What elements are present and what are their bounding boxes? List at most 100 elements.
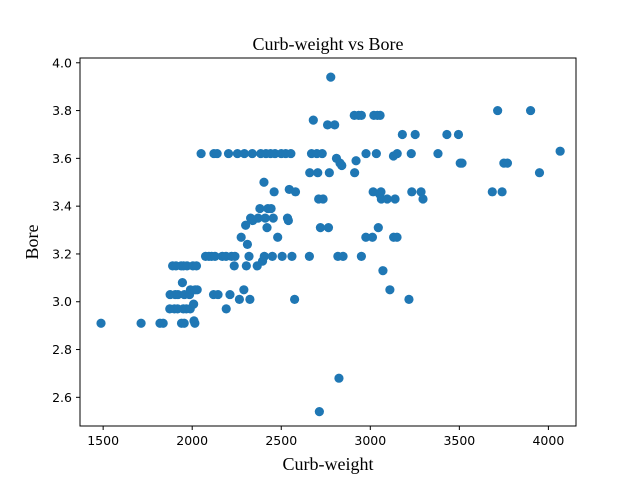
- data-point: [232, 148, 243, 159]
- data-point: [242, 239, 253, 249]
- data-point: [177, 278, 188, 288]
- data-point: [268, 213, 278, 223]
- data-point: [245, 294, 255, 304]
- x-tick-label: 2500: [265, 433, 297, 448]
- y-tick-label: 2.6: [52, 390, 72, 405]
- data-point: [210, 251, 220, 261]
- plot-frame: [79, 57, 577, 427]
- data-point: [392, 232, 402, 242]
- data-point: [334, 373, 344, 383]
- data-point: [330, 120, 340, 130]
- y-tick-label: 3.6: [52, 151, 72, 166]
- data-point: [397, 129, 407, 140]
- data-point: [322, 120, 333, 130]
- data-point: [385, 285, 395, 295]
- y-axis-ticks: 2.6 2.8 3.0 3.2 3.4 3.6 3.8 4.0: [52, 55, 80, 405]
- data-point: [223, 148, 234, 159]
- data-point: [259, 251, 269, 261]
- data-point: [244, 251, 254, 261]
- data-point: [324, 168, 334, 178]
- data-point: [212, 148, 222, 159]
- y-tick-label: 2.8: [52, 342, 72, 357]
- data-point: [96, 318, 106, 328]
- data-point: [239, 285, 249, 295]
- data-point: [338, 251, 348, 261]
- data-point: [267, 251, 277, 261]
- data-point: [190, 318, 200, 328]
- data-point: [236, 232, 246, 242]
- x-tick-label: 3000: [354, 433, 386, 448]
- data-point: [305, 168, 315, 178]
- data-point: [290, 294, 300, 304]
- data-point: [273, 232, 283, 242]
- y-axis-label: Bore: [22, 225, 42, 260]
- data-point: [371, 148, 381, 159]
- data-point: [286, 148, 296, 159]
- data-point: [555, 146, 565, 156]
- data-point: [337, 160, 347, 171]
- data-point: [497, 187, 507, 197]
- data-point: [487, 187, 497, 197]
- data-point: [308, 115, 318, 125]
- data-point: [277, 251, 287, 261]
- data-point: [283, 215, 293, 226]
- chart-title: Curb-weight vs Bore: [253, 34, 404, 54]
- x-tick-label: 3500: [443, 433, 475, 448]
- y-tick-label: 3.8: [52, 103, 72, 118]
- data-point: [136, 318, 146, 328]
- data-point: [189, 299, 199, 309]
- data-point: [234, 294, 244, 304]
- data-point: [225, 289, 235, 300]
- data-point: [493, 105, 503, 116]
- data-point: [442, 129, 452, 140]
- points-layer: [96, 72, 565, 417]
- data-point: [390, 194, 400, 204]
- y-tick-label: 3.4: [52, 199, 72, 214]
- data-point: [406, 148, 416, 159]
- data-point: [241, 261, 251, 271]
- data-point: [173, 289, 183, 300]
- data-point: [318, 194, 328, 204]
- data-point: [290, 187, 301, 197]
- data-point: [253, 213, 263, 223]
- y-tick-label: 3.0: [52, 294, 72, 309]
- plot-area: [80, 58, 576, 426]
- x-axis-label: Curb-weight: [283, 454, 374, 474]
- data-point: [453, 129, 464, 140]
- data-point: [418, 194, 428, 204]
- data-point: [221, 304, 231, 314]
- data-point: [433, 148, 443, 159]
- data-point: [317, 148, 327, 159]
- data-point: [266, 203, 276, 214]
- data-point: [158, 318, 168, 328]
- data-point: [315, 223, 326, 233]
- data-point: [247, 148, 257, 159]
- data-point: [239, 148, 249, 159]
- data-point: [407, 187, 417, 197]
- data-point: [416, 187, 426, 197]
- data-point: [179, 318, 189, 328]
- data-point: [259, 177, 269, 187]
- x-axis-ticks: 1500 2000 2500 3000 3500 4000: [87, 426, 564, 448]
- data-point: [356, 110, 366, 120]
- data-point: [382, 194, 392, 204]
- data-point: [313, 168, 323, 178]
- data-point: [376, 187, 386, 197]
- data-point: [534, 168, 545, 178]
- data-point: [392, 148, 402, 159]
- data-point: [525, 105, 536, 116]
- data-point: [191, 261, 202, 271]
- x-tick-label: 1500: [87, 433, 119, 448]
- data-point: [304, 251, 314, 261]
- x-tick-label: 4000: [532, 433, 564, 448]
- data-point: [361, 148, 371, 159]
- data-point: [356, 251, 366, 261]
- x-tick-label: 2000: [176, 433, 208, 448]
- data-point: [230, 251, 240, 261]
- data-point: [260, 213, 270, 223]
- data-point: [404, 294, 414, 304]
- data-point: [323, 223, 334, 233]
- data-point: [378, 266, 388, 276]
- data-point: [361, 232, 371, 242]
